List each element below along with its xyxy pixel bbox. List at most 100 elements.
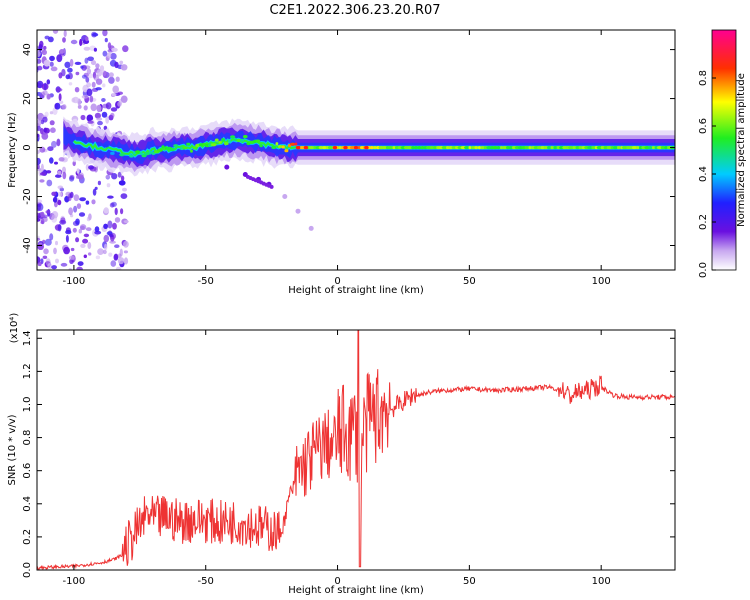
noise-speckle <box>119 60 124 65</box>
ridge-peak <box>303 145 309 150</box>
noise-speckle <box>103 234 110 243</box>
noise-speckle <box>88 252 92 256</box>
colorbar-ticks: 0.0 0.2 0.4 0.6 0.8 <box>698 70 716 278</box>
ridge-blob <box>156 148 163 152</box>
noise-speckle <box>85 36 89 42</box>
ridge-blob <box>308 146 315 150</box>
snr-panel: -100 -50 0 50 100 0.0 0.2 0.4 0.6 0.8 1.0 1.2 1.4 H… <box>7 313 676 596</box>
noise-speckle <box>56 138 61 147</box>
noise-speckle <box>114 244 120 248</box>
noise-speckle <box>111 47 118 52</box>
ridge-blob <box>636 146 640 150</box>
ridge-blob <box>477 146 481 150</box>
noise-speckle <box>86 216 91 222</box>
noise-speckle <box>101 111 108 118</box>
colorbar-tick-label: 0.8 <box>698 70 709 86</box>
ridge-blob <box>294 142 298 146</box>
ridge-blob <box>373 146 377 150</box>
ridge-blob <box>652 146 655 150</box>
x-tick-label: 100 <box>592 276 611 287</box>
ridge-blob <box>464 146 470 150</box>
noise-speckle <box>101 98 106 102</box>
ridge-blob <box>578 146 583 150</box>
noise-speckle <box>83 105 88 111</box>
ridge-blob <box>502 146 508 150</box>
ridge-blob <box>568 146 574 150</box>
noise-speckle <box>43 127 48 133</box>
noise-speckle <box>68 255 75 261</box>
ridge-blob <box>496 146 500 150</box>
noise-speckle <box>37 50 41 57</box>
noise-speckle <box>110 52 117 60</box>
noise-speckle <box>102 30 108 37</box>
noise-speckle <box>57 191 63 197</box>
ridge-blob <box>281 145 285 149</box>
ridge-blob <box>255 139 261 143</box>
ridge-blob <box>338 146 342 150</box>
y-tick-label: 0.4 <box>22 496 33 512</box>
ridge-blob <box>392 146 396 150</box>
ridge-blob <box>648 146 652 150</box>
noise-speckle <box>62 166 66 174</box>
noise-speckle <box>51 211 59 219</box>
noise-speckle <box>102 50 108 57</box>
noise-speckle <box>99 65 105 72</box>
ridge-blob <box>617 146 621 150</box>
noise-speckle <box>102 70 108 79</box>
ridge-blob <box>278 145 283 149</box>
noise-speckle <box>58 100 64 104</box>
snr-y-ticks: 0.0 0.2 0.4 0.6 0.8 1.0 1.2 1.4 <box>22 330 675 578</box>
noise-speckle <box>67 67 73 73</box>
noise-speckle <box>104 37 108 43</box>
y-tick-label: 0.0 <box>22 562 33 578</box>
noise-speckle <box>109 234 114 238</box>
noise-speckle <box>59 49 66 54</box>
noise-speckle <box>79 197 86 202</box>
ridge-blob <box>223 141 229 146</box>
noise-speckle <box>80 114 86 121</box>
ridge-blob <box>119 153 125 157</box>
noise-speckle <box>63 246 70 255</box>
ridge-blob <box>528 146 532 150</box>
colorbar-label: Normalized spectral amplitude <box>736 73 747 227</box>
noise-speckle <box>105 175 110 179</box>
ridge-blob <box>660 146 666 150</box>
colorbar-tick-label: 0.2 <box>698 214 709 230</box>
ridge-blob <box>139 151 143 155</box>
y-tick-label: 20 <box>22 92 33 105</box>
noise-speckle <box>79 38 83 47</box>
noise-speckle <box>103 207 109 214</box>
noise-speckle <box>106 52 112 59</box>
noise-speckle <box>117 171 122 178</box>
noise-speckle <box>97 120 103 126</box>
noise-speckle <box>87 120 94 124</box>
noise-speckle <box>40 211 45 218</box>
ridge-blob <box>524 146 529 150</box>
ridge-blob <box>110 151 115 155</box>
noise-speckle <box>75 237 80 243</box>
ridge-blob <box>429 146 434 150</box>
colorbar-tick-label: 0.0 <box>698 262 709 278</box>
noise-speckle <box>43 45 47 50</box>
snr-y-label: SNR (10 * v/v) <box>7 414 18 485</box>
spectrogram-panel: -100 -50 0 50 100 -40 -20 0 20 40 Height of stra… <box>7 29 676 296</box>
ridge-blob <box>129 154 134 158</box>
ridge-blob <box>480 146 485 150</box>
noise-speckle <box>85 227 92 232</box>
noise-speckle <box>37 199 43 203</box>
ridge-blob <box>587 146 593 150</box>
noise-speckle <box>37 243 44 250</box>
y-tick-label: 1.0 <box>22 397 33 413</box>
ridge-blob <box>148 150 152 154</box>
noise-speckle <box>89 95 94 103</box>
noise-speckle <box>94 112 101 119</box>
noise-speckle <box>47 146 54 152</box>
ridge-blob <box>407 146 413 150</box>
noise-speckle <box>64 61 71 68</box>
noise-speckle <box>83 233 90 238</box>
noise-speckle <box>107 42 112 50</box>
noise-speckle <box>76 203 82 210</box>
noise-speckle <box>37 157 41 165</box>
noise-speckle <box>110 260 117 267</box>
